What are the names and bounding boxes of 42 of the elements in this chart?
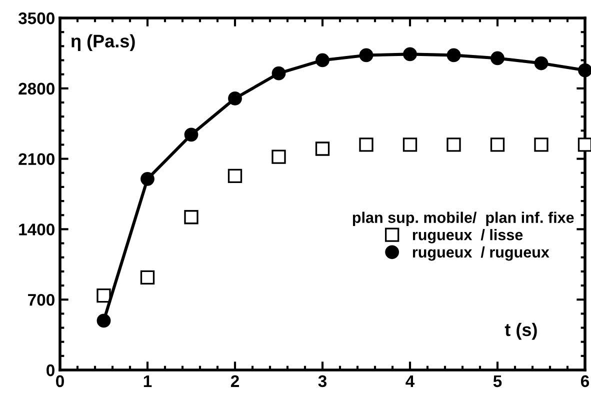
point [359,138,374,152]
point [140,172,154,186]
x-tick-label: 6 [580,375,590,388]
legend-label: rugueux / lisse [412,229,523,244]
point [578,138,591,152]
point [272,66,286,80]
point [184,128,198,142]
point [184,210,198,224]
point [446,138,461,152]
point [446,48,461,62]
point [228,92,242,106]
point [402,138,418,152]
point [315,142,330,156]
y-tick-label: 3500 [18,12,54,24]
point [316,53,330,68]
point [140,270,155,285]
point [272,150,286,164]
legend-label: rugueux / rugueux [412,246,550,261]
point [490,51,504,66]
x-tick-label: 5 [493,375,502,388]
point [578,63,591,78]
x-axis-title: t (s) [504,322,537,340]
x-tick-label: 4 [406,375,415,387]
point [534,138,548,152]
legend-title: plan sup. mobile/ plan inf. fixe [352,212,574,226]
x-tick-label: 0 [56,375,64,388]
point [534,56,548,70]
y-tick-label: 1400 [19,224,54,236]
x-tick-label: 2 [230,375,239,387]
point [96,288,111,303]
x-tick-label: 1 [144,375,152,387]
point [228,168,242,183]
point [403,47,417,62]
y-tick-label: 2800 [18,82,54,95]
x-tick-label: 3 [318,375,327,388]
y-tick-label: 700 [28,294,54,306]
y-tick-label: 0 [46,364,54,376]
point [359,48,374,62]
point [96,314,111,328]
y-axis-title: η (Pa.s) [71,34,135,52]
y-tick-label: 2100 [18,153,54,166]
point [490,138,505,152]
